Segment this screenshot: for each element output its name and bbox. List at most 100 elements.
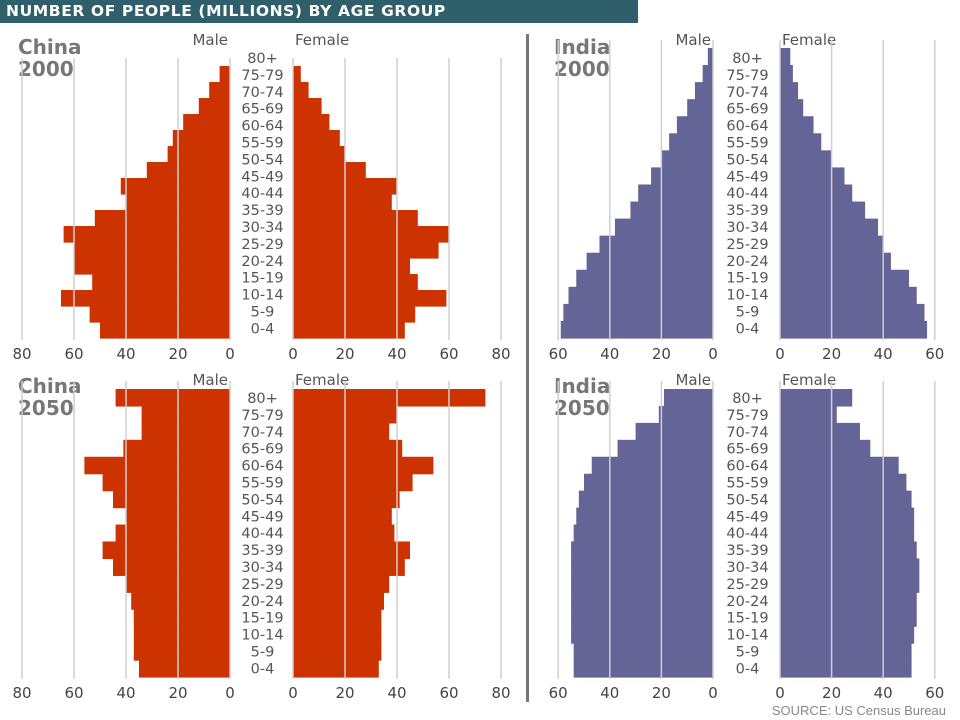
panel-india-2050-tick-label: 60 [925, 684, 944, 702]
panel-china-2050-age-label: 10-14 [241, 628, 283, 644]
panel-china-2050-male-bar [115, 524, 230, 543]
panel-china-2000-age-label: 50-54 [241, 152, 283, 168]
panel-india-2000-female-bar [780, 133, 822, 151]
panel-china-2000-male-bar [61, 290, 230, 307]
panel-china-2000-female-bar [293, 306, 416, 323]
panel-china-2000-country: China [18, 35, 82, 59]
panel-china-2050-male-bar [133, 609, 230, 627]
panel-india-2050-male-bar [591, 456, 713, 475]
panel-india-2000-male-bar [599, 235, 713, 254]
panel-china-2050-female-bar [293, 456, 434, 475]
panel-india-2050-female-bar [780, 422, 860, 441]
panel-india-2000-tick-label: 20 [822, 345, 841, 363]
panel-india-2050-female-bar [780, 389, 853, 407]
panel-china-2000-age-label: 75-79 [241, 68, 283, 84]
panel-china-2000-male-bar [198, 98, 230, 115]
panel-india-2050-female-bar [780, 456, 899, 475]
panel-india-2050-age-label: 0-4 [736, 661, 760, 677]
panel-china-2000-tick-label: 60 [64, 345, 83, 363]
panel-china-2000-male-bar [94, 210, 230, 227]
panel-india-2000-male-bar [586, 252, 713, 271]
panel-india-2050-tick-label: 20 [822, 684, 841, 702]
panel-india-2050-age-label: 50-54 [726, 492, 768, 508]
panel-india-2050-male-label: Male [675, 371, 711, 389]
panel-india-2050-female-bar [780, 405, 837, 424]
panel-china-2000-female-bar [293, 274, 418, 291]
panel-india-2050-country: India [554, 374, 610, 398]
panel-china-2000-female-bar [293, 162, 366, 179]
panel-india-2050-female-bar [780, 541, 917, 560]
panel-india-2050-male-bar [617, 439, 713, 458]
panel-china-2050-female-bar [293, 609, 382, 627]
panel-india-2050-age-label: 70-74 [726, 425, 768, 441]
panel-india-2000-age-label: 80+ [732, 51, 763, 67]
panel-china-2050-female-bar [293, 473, 413, 492]
panel-india-2050-age-label: 5-9 [736, 645, 760, 661]
panel-india-2000-male-bar [630, 201, 713, 220]
panel-china-2000-age-label: 60-64 [241, 119, 283, 135]
panel-china-2050-country: China [18, 374, 82, 398]
panel-india-2000-country: India [554, 35, 610, 59]
panel-india-2050-age-label: 25-29 [726, 577, 768, 593]
panel-india-2050-year: 2050 [554, 396, 610, 420]
panel-china-2000-age-label: 10-14 [241, 288, 283, 304]
panel-india-2050-age-label: 80+ [732, 391, 763, 407]
panel-india-2000-female-bar [780, 218, 879, 237]
panel-china-2000-male-bar [74, 242, 230, 259]
panel-china-2050-age-label: 65-69 [241, 442, 283, 458]
panel-india-2000-tick-label: 40 [874, 345, 893, 363]
panel-china-2000-female-bar [293, 322, 405, 339]
panel-china-2000-age-label: 45-49 [241, 169, 283, 185]
panel-india-2050-male-bar [571, 541, 713, 560]
panel-china-2000-tick-label: 80 [491, 345, 510, 363]
panel-india-2000-male-label: Male [675, 31, 711, 49]
panel-china-2050-male-bar [102, 473, 230, 492]
panel-india-2000-tick-label: 0 [775, 345, 785, 363]
panel-india-2050-age-label: 15-19 [726, 611, 768, 627]
panel-china-2000-age-label: 0-4 [251, 321, 275, 337]
panel-india-2050-female-bar [780, 490, 912, 509]
panel-china-2000-year: 2000 [18, 57, 74, 81]
panel-china-2000-male-bar [63, 226, 230, 243]
panel-india-2000-female-bar [780, 82, 799, 100]
panel-india-2000-age-label: 65-69 [726, 102, 768, 118]
panel-india-2000-age-label: 60-64 [726, 119, 768, 135]
panel-india-2000-age-label: 30-34 [726, 220, 768, 236]
panel-china-2000-tick-label: 20 [335, 345, 354, 363]
panel-india-2050-tick-label: 0 [708, 684, 718, 702]
panel-india-2000-male-bar [694, 82, 713, 100]
panel-india-2000-age-label: 35-39 [726, 203, 768, 219]
panel-india-2000-age-label: 15-19 [726, 271, 768, 287]
panel-india-2050-male-bar [573, 524, 713, 543]
panel-india-2050-male-bar [635, 422, 713, 441]
panel-china-2050-male-bar [84, 456, 231, 475]
panel-india-2000-male-bar [661, 150, 713, 169]
chart-header: NUMBER OF PEOPLE (MILLIONS) BY AGE GROUP [0, 0, 638, 23]
panel-india-2050-female-bar [780, 558, 920, 576]
panel-china-2050-age-label: 5-9 [251, 645, 275, 661]
panel-india-2050-male-bar [571, 575, 713, 593]
panel-china-2050-male-bar [102, 541, 230, 560]
panel-india-2000-female-bar [780, 65, 793, 83]
panel-china-2050-age-label: 35-39 [241, 543, 283, 559]
panel-india-2050-male-bar [573, 643, 713, 661]
panel-india-2000-female-bar [780, 320, 928, 339]
panel-china-2050-age-label: 0-4 [251, 661, 275, 677]
panel-china-2000-female-bar [293, 130, 340, 147]
panel-china-2050-male-bar [113, 558, 230, 576]
panel-china-2050-age-label: 55-59 [241, 476, 283, 492]
panel-china-2000-tick-label: 40 [116, 345, 135, 363]
panel-india-2000-male-bar [707, 48, 713, 66]
panel-china-2000-female-label: Female [295, 31, 349, 49]
panel-india-2050-male-bar [658, 405, 713, 424]
panel-india-2000-female-bar [780, 99, 804, 117]
panel-china-2050-male-bar [141, 422, 230, 441]
panel-china-2050-age-label: 40-44 [241, 526, 283, 542]
panel-china-2000-male-label: Male [192, 31, 228, 49]
panel-india-2050-female-bar [780, 609, 917, 627]
panel-india-2000-age-label: 40-44 [726, 186, 768, 202]
panel-india-2050-female-bar [780, 507, 915, 526]
panel-china-2000-tick-label: 60 [439, 345, 458, 363]
panel-india-2050-male-bar [584, 473, 713, 492]
